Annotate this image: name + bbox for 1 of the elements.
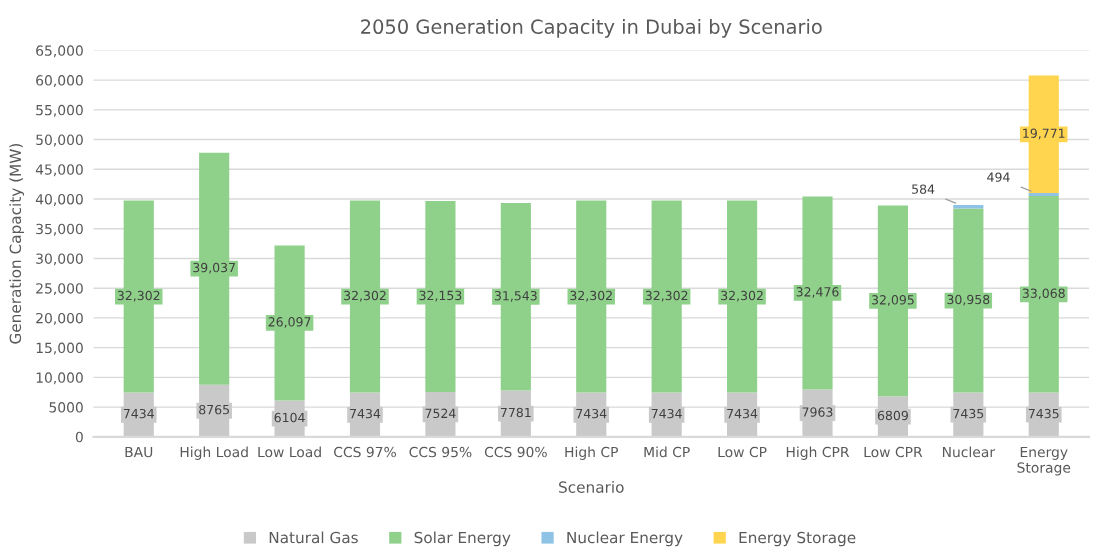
- chart-title: 2050 Generation Capacity in Dubai by Scenario: [361, 18, 822, 38]
